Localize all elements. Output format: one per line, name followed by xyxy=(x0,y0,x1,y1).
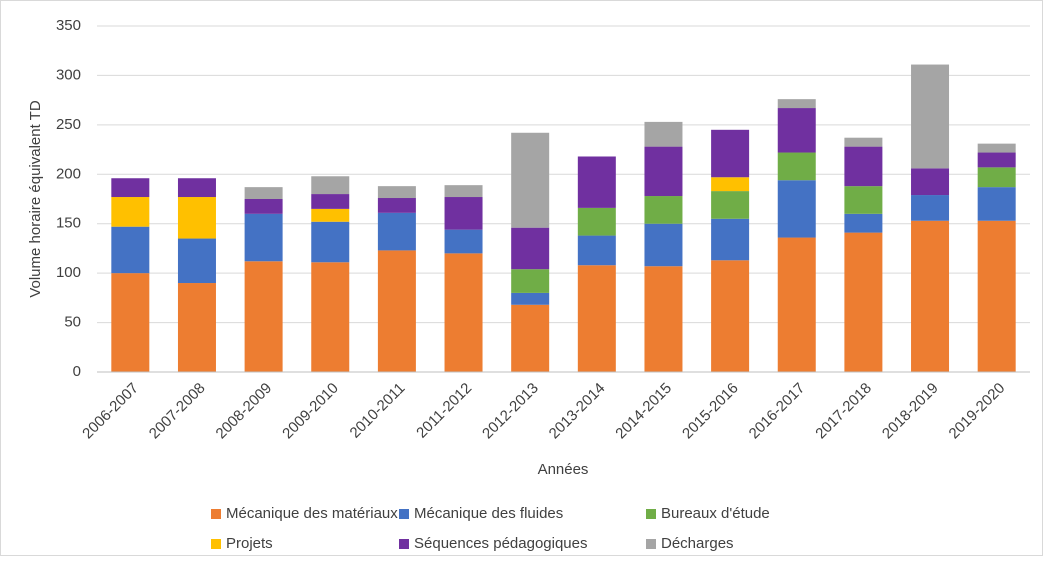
legend-label: Décharges xyxy=(661,535,734,552)
bar-segment xyxy=(911,195,950,221)
bar-segment xyxy=(111,273,150,372)
bar-segment xyxy=(177,178,216,198)
bar-segment xyxy=(177,283,216,372)
bar-segment xyxy=(644,266,683,372)
bar-segment xyxy=(377,212,416,251)
bar-segment xyxy=(844,213,883,233)
bar-segment xyxy=(844,232,883,372)
legend-swatch xyxy=(211,539,221,549)
bar-segment xyxy=(711,177,750,192)
bar-segment xyxy=(444,197,483,230)
bar-segment xyxy=(911,64,950,169)
bar-segment xyxy=(911,220,950,372)
legend-swatch xyxy=(646,539,656,549)
bar-segment xyxy=(577,207,616,236)
bar-segment xyxy=(511,292,550,305)
bar-segment xyxy=(377,186,416,199)
bar-segment xyxy=(577,235,616,266)
bar-segment xyxy=(711,260,750,372)
legend-label: Bureaux d'étude xyxy=(661,505,770,522)
bar-segment xyxy=(644,223,683,267)
bar-segment xyxy=(844,186,883,214)
bar-segment xyxy=(577,156,616,208)
legend-swatch xyxy=(211,509,221,519)
bar-segment xyxy=(511,269,550,293)
bar-segment xyxy=(644,146,683,197)
bar-segment xyxy=(977,220,1016,372)
bar-segment xyxy=(577,265,616,372)
y-tick-label: 350 xyxy=(56,17,81,34)
bar-segment xyxy=(777,180,816,238)
bar-segment xyxy=(777,152,816,181)
bar-segment xyxy=(244,187,283,199)
y-tick-label: 100 xyxy=(56,264,81,281)
legend-label: Mécanique des matériaux xyxy=(226,505,398,522)
bar-segment xyxy=(511,227,550,270)
y-tick-label: 0 xyxy=(73,363,81,380)
y-tick-label: 250 xyxy=(56,116,81,133)
y-axis-title: Volume horaire équivalent TD xyxy=(27,100,44,298)
legend-label: Projets xyxy=(226,535,273,552)
bar-segment xyxy=(311,221,350,263)
bar-segment xyxy=(244,213,283,262)
bar-segment xyxy=(977,143,1016,153)
y-tick-label: 50 xyxy=(64,314,81,331)
bar-segment xyxy=(244,199,283,214)
bar-segment xyxy=(644,121,683,147)
bar-segment xyxy=(311,176,350,195)
legend-swatch xyxy=(646,509,656,519)
bar-segment xyxy=(444,229,483,254)
bar-segment xyxy=(977,152,1016,168)
bar-segment xyxy=(777,108,816,153)
y-tick-label: 200 xyxy=(56,165,81,182)
bar-segment xyxy=(444,185,483,198)
y-tick-label: 300 xyxy=(56,66,81,83)
bar-segment xyxy=(111,178,150,198)
bar-segment xyxy=(244,261,283,372)
bar-segment xyxy=(711,218,750,261)
bar-segment xyxy=(311,208,350,222)
legend-label: Mécanique des fluides xyxy=(414,505,563,522)
bar-segment xyxy=(111,226,150,274)
legend-label: Séquences pédagogiques xyxy=(414,535,587,552)
bar-segment xyxy=(111,197,150,227)
bar-segment xyxy=(511,304,550,372)
bar-segment xyxy=(911,168,950,196)
bar-segment xyxy=(511,132,550,228)
bar-segment xyxy=(977,187,1016,221)
bar-segment xyxy=(311,262,350,372)
bar-segment xyxy=(644,196,683,224)
bar-segment xyxy=(711,191,750,219)
bar-segment xyxy=(377,250,416,372)
x-axis-title: Années xyxy=(538,461,589,478)
bar-segment xyxy=(377,198,416,213)
bar-segment xyxy=(777,237,816,372)
bar-segment xyxy=(844,146,883,187)
bar-segment xyxy=(177,197,216,239)
bar-segment xyxy=(844,137,883,147)
legend-swatch xyxy=(399,509,409,519)
legend-swatch xyxy=(399,539,409,549)
bar-segment xyxy=(777,99,816,109)
bar-segment xyxy=(444,253,483,372)
bar-segment xyxy=(977,167,1016,188)
bar-segment xyxy=(177,238,216,284)
bar-segment xyxy=(311,194,350,209)
y-tick-label: 150 xyxy=(56,215,81,232)
bar-segment xyxy=(711,129,750,178)
